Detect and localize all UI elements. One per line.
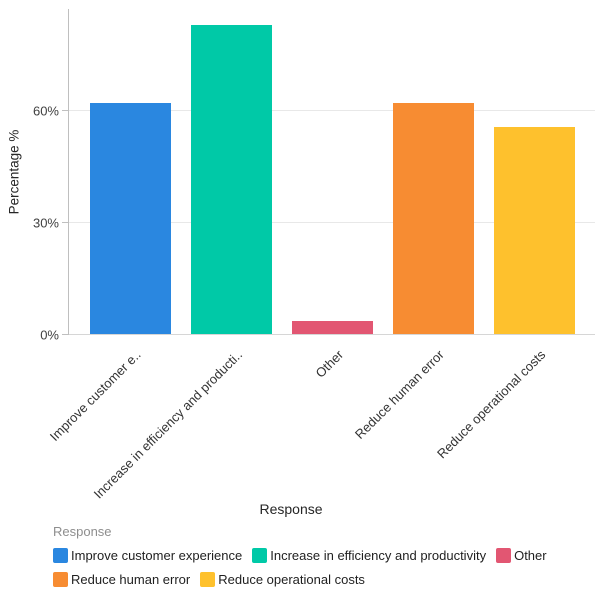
legend-swatch bbox=[252, 548, 268, 563]
x-axis-line bbox=[69, 334, 595, 335]
y-tick-label: 60% bbox=[32, 103, 59, 119]
legend-rows: Improve customer experience Increase in e… bbox=[53, 548, 588, 587]
legend-label: Other bbox=[514, 548, 547, 563]
legend-item[interactable]: Reduce human error bbox=[53, 572, 190, 587]
bar[interactable] bbox=[90, 103, 171, 334]
plot-area: 0% 30% 60% bbox=[33, 9, 595, 343]
legend-title: Response bbox=[53, 524, 112, 539]
legend-swatch bbox=[496, 548, 512, 563]
y-tick-mark bbox=[62, 110, 69, 112]
y-tick-mark bbox=[62, 334, 69, 335]
gridline bbox=[69, 222, 595, 224]
y-tick-mark bbox=[62, 222, 69, 224]
legend-item[interactable]: Reduce operational costs bbox=[200, 572, 365, 587]
x-tick-label: Reduce human error bbox=[352, 347, 448, 442]
y-tick-label: 30% bbox=[32, 215, 59, 231]
legend-swatch bbox=[200, 572, 216, 587]
legend-label: Increase in efficiency and productivity bbox=[270, 548, 487, 563]
legend-swatch bbox=[53, 548, 68, 563]
bar[interactable] bbox=[191, 24, 272, 334]
legend-label: Reduce operational costs bbox=[218, 572, 365, 587]
x-tick-label: Other bbox=[312, 347, 347, 381]
legend-item[interactable]: Other bbox=[496, 548, 547, 563]
x-tick-label: Improve customer e.. bbox=[47, 347, 145, 444]
legend: Response Improve customer experience Incr… bbox=[53, 524, 588, 587]
x-tick-label: Reduce operational costs bbox=[433, 347, 549, 462]
legend-swatch bbox=[53, 572, 68, 587]
legend-item[interactable]: Increase in efficiency and productivity bbox=[252, 548, 486, 563]
bar[interactable] bbox=[494, 127, 575, 334]
legend-label: Improve customer experience bbox=[71, 548, 243, 563]
bar[interactable] bbox=[292, 320, 373, 334]
gridline bbox=[69, 110, 595, 112]
x-axis-title: Response bbox=[259, 501, 323, 517]
bar[interactable] bbox=[393, 103, 474, 334]
legend-item[interactable]: Improve customer experience bbox=[53, 548, 242, 563]
y-tick-label: 0% bbox=[40, 327, 59, 343]
legend-label: Reduce human error bbox=[71, 572, 191, 587]
y-axis-title: Percentage % bbox=[6, 129, 22, 215]
